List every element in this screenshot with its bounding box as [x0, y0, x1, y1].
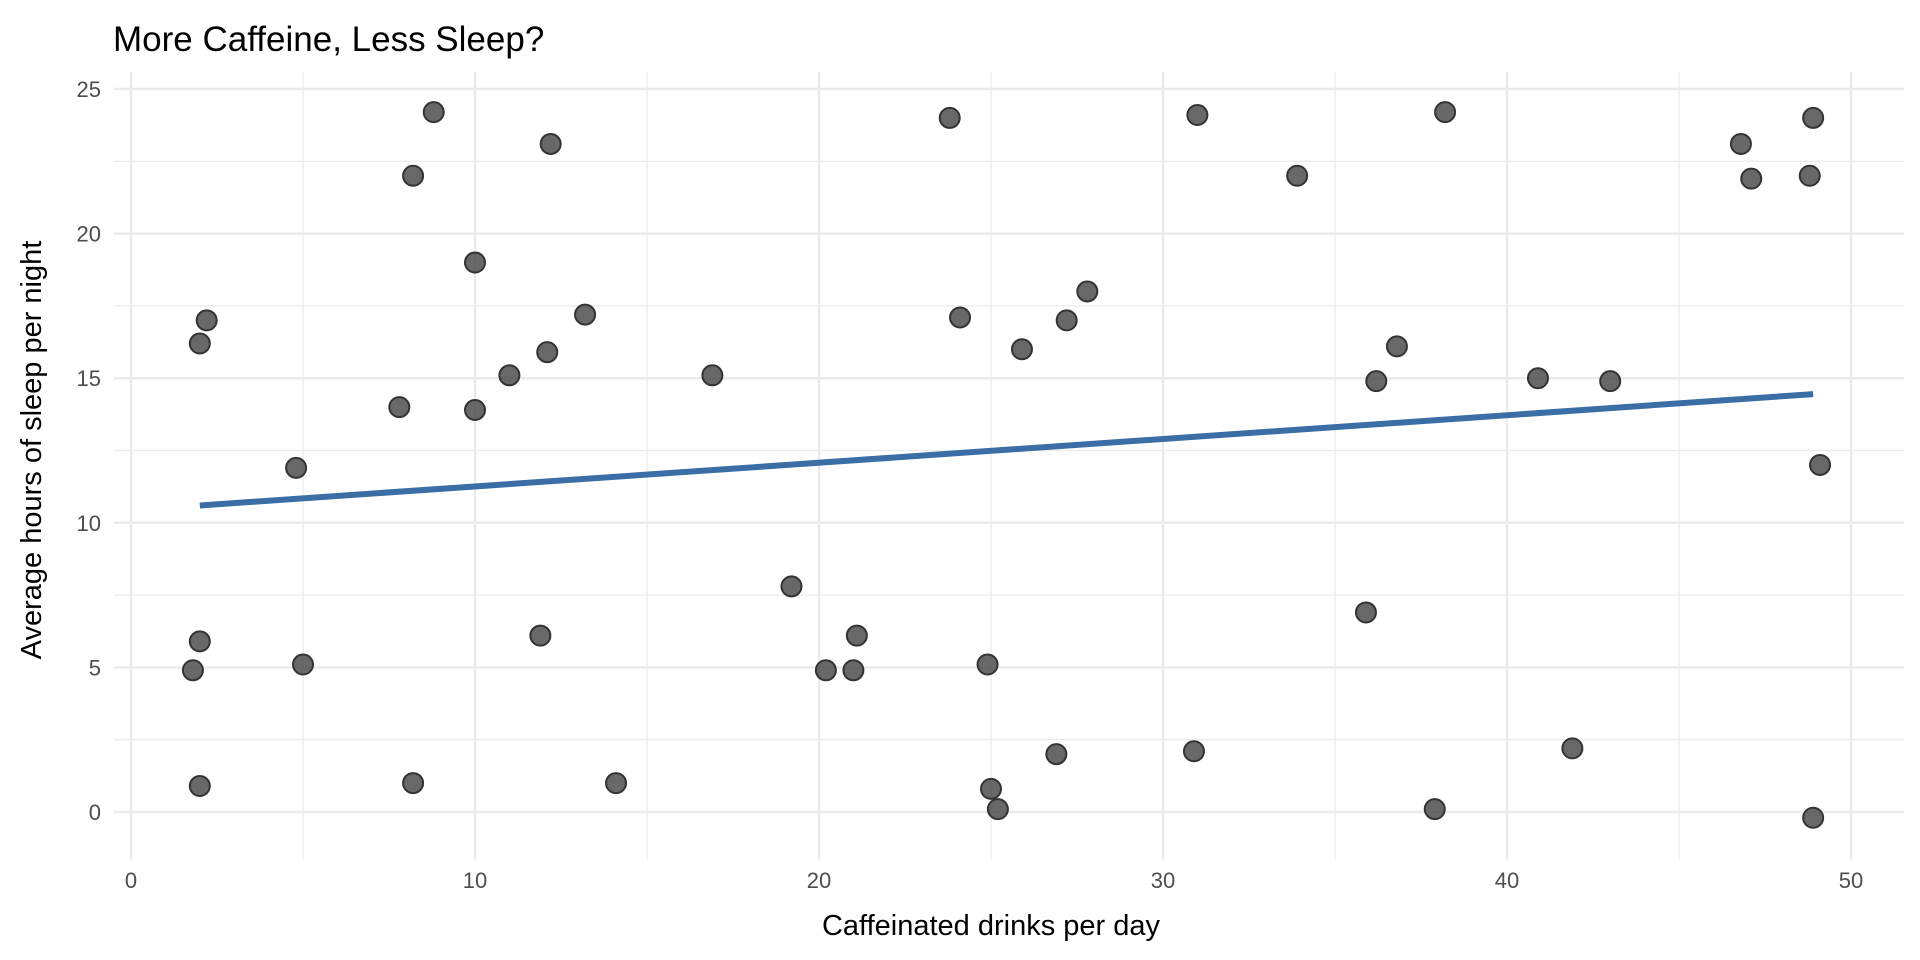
data-point — [529, 624, 552, 647]
data-point — [1561, 737, 1584, 760]
data-point — [1798, 164, 1821, 187]
data-point — [1526, 367, 1549, 390]
x-tick-label: 50 — [1839, 868, 1863, 893]
data-point — [1434, 101, 1457, 124]
data-point — [388, 396, 411, 419]
data-point — [292, 653, 314, 676]
data-point — [1076, 280, 1099, 303]
data-point — [1055, 309, 1078, 332]
data-point — [1802, 806, 1825, 829]
data-point — [842, 659, 865, 682]
data-point — [188, 630, 211, 653]
data-point — [195, 309, 218, 332]
data-point — [402, 772, 425, 795]
data-point — [1045, 743, 1068, 766]
chart-title: More Caffeine, Less Sleep? — [113, 20, 544, 59]
y-tick-label: 15 — [77, 366, 101, 391]
y-tick-label: 10 — [77, 511, 101, 536]
x-tick-label: 30 — [1151, 868, 1175, 893]
data-point — [1010, 338, 1033, 361]
data-point — [181, 659, 204, 682]
data-point — [701, 364, 724, 387]
data-point — [1365, 370, 1388, 393]
data-point — [1385, 335, 1408, 358]
x-tick-label: 20 — [807, 868, 831, 893]
data-point — [949, 306, 972, 329]
y-tick-label: 20 — [77, 222, 101, 247]
data-point — [1599, 370, 1622, 393]
data-point — [1286, 164, 1309, 187]
x-tick-label: 40 — [1495, 868, 1519, 893]
y-tick-label: 25 — [77, 77, 101, 102]
data-point — [845, 624, 868, 647]
data-point — [1729, 132, 1752, 155]
data-point — [1186, 104, 1209, 127]
points — [181, 101, 1832, 829]
x-axis-label: Caffeinated drinks per day — [822, 910, 1161, 942]
y-tick-label: 5 — [89, 655, 101, 680]
data-point — [605, 772, 628, 795]
data-point — [986, 798, 1009, 821]
data-point — [1802, 106, 1825, 129]
data-point — [539, 132, 562, 155]
data-point — [1809, 453, 1832, 476]
data-point — [464, 251, 486, 274]
data-point — [422, 101, 445, 124]
x-tick-label: 10 — [463, 868, 487, 893]
data-point — [188, 332, 211, 355]
data-point — [574, 303, 597, 326]
y-tick-label: 0 — [89, 800, 101, 825]
data-point — [188, 774, 211, 797]
data-point — [938, 106, 961, 129]
data-point — [1740, 167, 1763, 190]
data-point — [1354, 601, 1377, 624]
data-point — [498, 364, 521, 387]
data-point — [814, 659, 837, 682]
trend-line — [199, 391, 1814, 509]
data-point — [780, 575, 803, 598]
data-point — [285, 456, 308, 479]
data-point — [402, 164, 425, 187]
axis-ticks: 0 10 20 30 40 50 0 5 10 15 20 25 — [77, 77, 1864, 893]
y-axis-label: Average hours of sleep per night — [16, 241, 48, 660]
x-tick-label: 0 — [125, 868, 137, 893]
data-point — [1182, 740, 1205, 763]
data-point — [536, 341, 559, 364]
data-point — [976, 653, 999, 676]
data-point — [1423, 798, 1446, 821]
data-point — [980, 777, 1002, 800]
data-point — [464, 399, 486, 422]
grid — [114, 72, 1904, 860]
